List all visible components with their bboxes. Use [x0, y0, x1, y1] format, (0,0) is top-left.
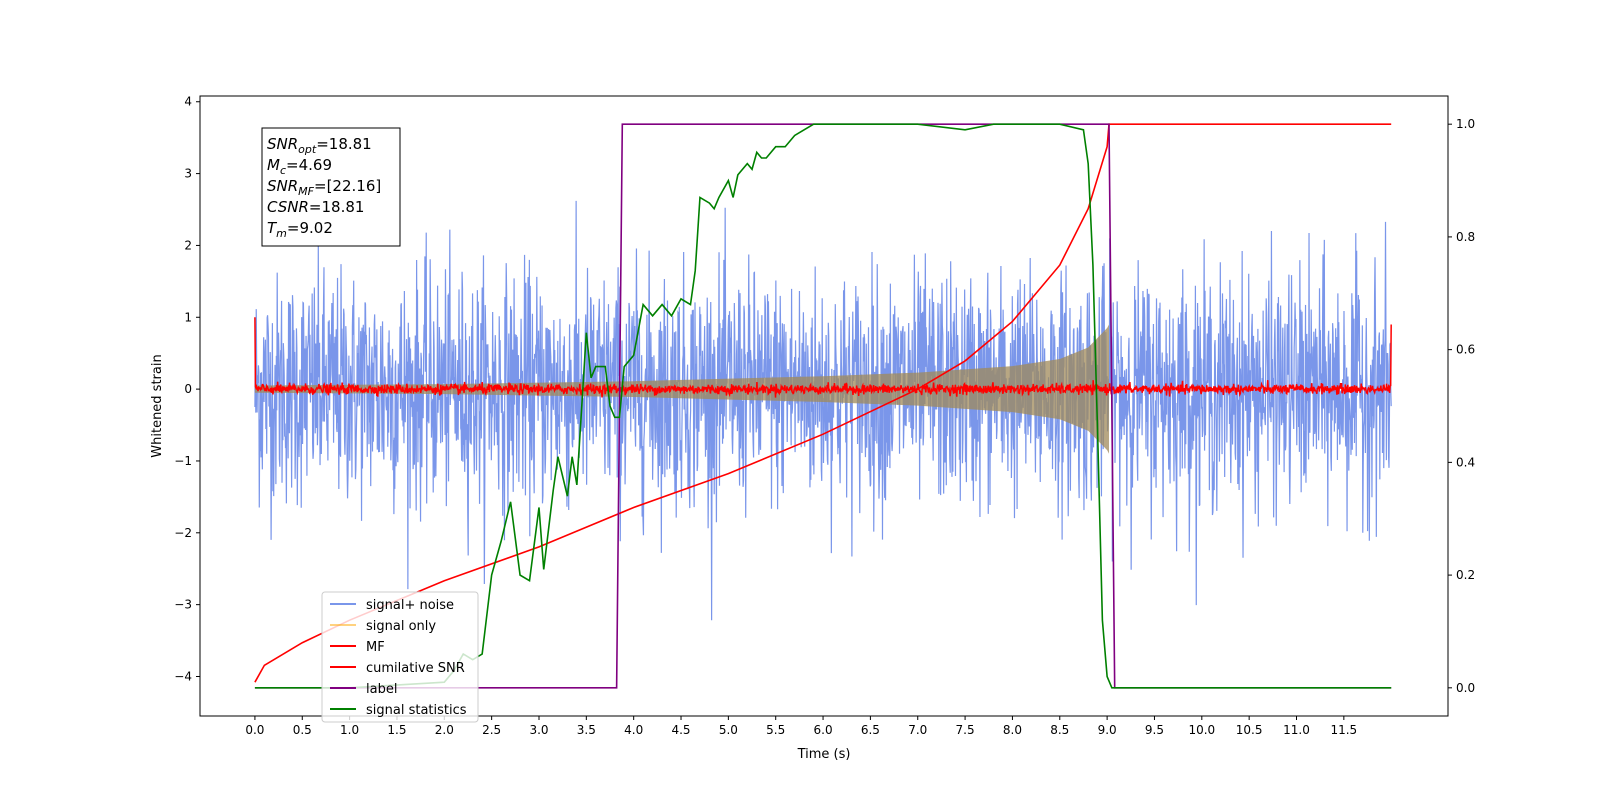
- x-tick-label: 6.5: [861, 723, 880, 737]
- y-tick-label: −4: [174, 669, 192, 683]
- y-axis-label: Whitened strain: [150, 354, 165, 457]
- x-tick-label: 1.0: [340, 723, 359, 737]
- y-tick-label: 3: [184, 167, 192, 181]
- y-tick-label: 2: [184, 238, 192, 252]
- x-tick-label: 8.5: [1050, 723, 1069, 737]
- y2-tick-label: 0.2: [1456, 568, 1475, 582]
- x-tick-label: 0.5: [293, 723, 312, 737]
- y-tick-label: −1: [174, 454, 192, 468]
- y2-tick-label: 0.8: [1456, 230, 1475, 244]
- annotation-frame: [261, 127, 401, 247]
- legend: signal+ noise signal only MF cumilative SNR…: [321, 591, 479, 723]
- x-tick-label: 11.5: [1330, 723, 1357, 737]
- annotation-line: SNRMF=[22.16]: [267, 177, 381, 198]
- series-2-line: [254, 317, 1392, 398]
- x-tick-label: 2.5: [482, 723, 501, 737]
- y2-tick-label: 0.4: [1456, 455, 1475, 469]
- y-tick-label: −3: [174, 598, 192, 612]
- x-tick-label: 9.5: [1145, 723, 1164, 737]
- legend-entry: signal+ noise: [366, 598, 454, 613]
- plot-frame: [199, 95, 1449, 717]
- x-tick-label: 3.5: [577, 723, 596, 737]
- x-tick-label: 10.5: [1236, 723, 1263, 737]
- x-tick-label: 1.5: [387, 723, 406, 737]
- legend-entry: label: [366, 682, 397, 697]
- y2-tick-label: 1.0: [1456, 117, 1475, 131]
- x-tick-label: 5.5: [766, 723, 785, 737]
- y2-tick-label: 0.6: [1456, 343, 1475, 357]
- series-5-line: [254, 123, 1392, 689]
- x-tick-label: 4.0: [624, 723, 643, 737]
- annotation-line: CSNR=18.81: [267, 198, 364, 216]
- x-tick-label: 2.0: [435, 723, 454, 737]
- x-tick-label: 10.0: [1188, 723, 1215, 737]
- y-tick-label: 4: [184, 95, 192, 109]
- y-tick-label: −2: [174, 526, 192, 540]
- legend-frame: [321, 591, 479, 723]
- y2-tick-label: 0.0: [1456, 681, 1475, 695]
- y-tick-label: 1: [184, 310, 192, 324]
- legend-entry: cumilative SNR: [366, 661, 465, 676]
- x-tick-label: 6.0: [814, 723, 833, 737]
- x-tick-label: 7.5: [956, 723, 975, 737]
- legend-entry: signal statistics: [366, 703, 467, 718]
- x-tick-label: 8.0: [1003, 723, 1022, 737]
- legend-entry: signal only: [366, 619, 436, 634]
- x-tick-label: 7.0: [908, 723, 927, 737]
- annotation-line: Mc=4.69: [267, 156, 332, 177]
- x-tick-label: 0.0: [245, 723, 264, 737]
- annotation-line: SNRopt=18.81: [267, 135, 372, 156]
- legend-entry: MF: [366, 640, 385, 655]
- annotation-box: SNRopt=18.81Mc=4.69SNRMF=[22.16]CSNR=18.…: [261, 127, 401, 247]
- x-tick-label: 9.0: [1098, 723, 1117, 737]
- axes: 0.0 0.5 1.0 1.5 2.0 2.5 3.0 3.5 4.0 4.5 5.0 5.5 6.0 6…: [174, 95, 1475, 737]
- x-tick-label: 5.0: [719, 723, 738, 737]
- x-axis-label: Time (s): [797, 747, 851, 762]
- x-tick-label: 11.0: [1283, 723, 1310, 737]
- y-tick-label: 0: [184, 382, 192, 396]
- annotation-line: Tm=9.02: [267, 219, 333, 240]
- x-tick-label: 3.0: [529, 723, 548, 737]
- x-tick-label: 4.5: [671, 723, 690, 737]
